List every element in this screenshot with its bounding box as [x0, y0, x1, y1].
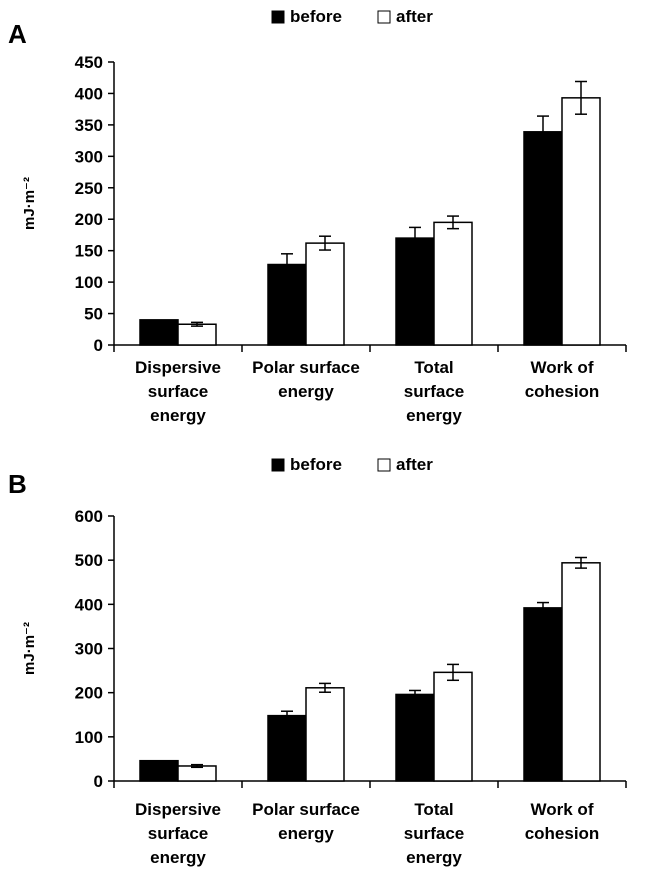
x-category-label-1: Polar surface energy — [252, 358, 360, 401]
y-tick-label: 300 — [75, 640, 103, 659]
x-category-label-1: Polar surface energy — [252, 800, 360, 843]
error-bar-after-2 — [447, 215, 459, 230]
legend-label-before: before — [290, 7, 342, 26]
y-tick-label: 100 — [75, 273, 103, 292]
error-bar-after-2 — [447, 663, 459, 682]
error-bar-before-1 — [281, 710, 293, 721]
error-bar-after-3 — [575, 556, 587, 569]
x-category-label-0: Dispersive surface energy — [135, 358, 221, 425]
y-tick-label: 150 — [75, 242, 103, 261]
y-tick-label: 100 — [75, 728, 103, 747]
bar-before-1 — [267, 263, 307, 346]
y-tick-label: 250 — [75, 179, 103, 198]
bar-before-0 — [139, 759, 179, 782]
y-tick-label: 500 — [75, 551, 103, 570]
x-category-label-2: Total surface energy — [404, 358, 464, 425]
y-tick-label: 400 — [75, 84, 103, 103]
bar-after-1 — [305, 687, 345, 782]
error-bar-before-1 — [281, 253, 293, 276]
bar-after-1 — [305, 242, 345, 346]
legend: before after — [271, 455, 433, 474]
bar-after-2 — [433, 671, 473, 782]
panel-label: A — [8, 19, 27, 49]
bar-before-0 — [139, 319, 179, 346]
y-tick-label: 600 — [75, 507, 103, 526]
bar-before-3 — [523, 607, 563, 782]
legend-label-before: before — [290, 455, 342, 474]
error-bar-before-2 — [409, 689, 421, 700]
y-tick-label: 400 — [75, 595, 103, 614]
bar-before-3 — [523, 131, 563, 346]
error-bar-after-1 — [319, 682, 331, 693]
legend-label-after: after — [396, 455, 433, 474]
error-bar-before-2 — [409, 226, 421, 250]
legend-label-after: after — [396, 7, 433, 26]
legend-swatch-after — [377, 458, 391, 472]
error-bar-before-3 — [537, 115, 549, 149]
y-axis-label: mJ·m⁻² — [21, 177, 38, 230]
error-bar-after-0 — [191, 321, 203, 327]
error-bar-before-3 — [537, 601, 549, 614]
y-tick-label: 450 — [75, 53, 103, 72]
x-category-label-3: Work of cohesion — [525, 800, 600, 843]
error-bar-after-0 — [191, 763, 203, 769]
y-tick-label: 350 — [75, 116, 103, 135]
y-tick-label: 50 — [84, 305, 103, 324]
error-bar-after-1 — [319, 235, 331, 251]
y-tick-label: 0 — [94, 772, 103, 791]
bar-before-2 — [395, 693, 435, 782]
bar-after-0 — [177, 765, 217, 782]
bar-before-1 — [267, 714, 307, 782]
legend-swatch-before — [271, 10, 285, 24]
x-category-label-3: Work of cohesion — [525, 358, 600, 401]
error-bar-after-3 — [575, 80, 587, 115]
y-tick-label: 0 — [94, 336, 103, 355]
x-category-label-0: Dispersive surface energy — [135, 800, 221, 867]
y-tick-label: 200 — [75, 684, 103, 703]
bar-after-0 — [177, 323, 217, 346]
panel-label: B — [8, 469, 27, 499]
y-axis-label: mJ·m⁻² — [21, 622, 38, 675]
x-category-label-2: Total surface energy — [404, 800, 464, 867]
bar-after-3 — [561, 562, 601, 782]
legend-swatch-before — [271, 458, 285, 472]
legend: before after — [271, 7, 433, 26]
y-tick-label: 200 — [75, 210, 103, 229]
bar-before-2 — [395, 237, 435, 346]
bar-after-3 — [561, 97, 601, 346]
bar-after-2 — [433, 221, 473, 346]
y-tick-label: 300 — [75, 147, 103, 166]
legend-swatch-after — [377, 10, 391, 24]
